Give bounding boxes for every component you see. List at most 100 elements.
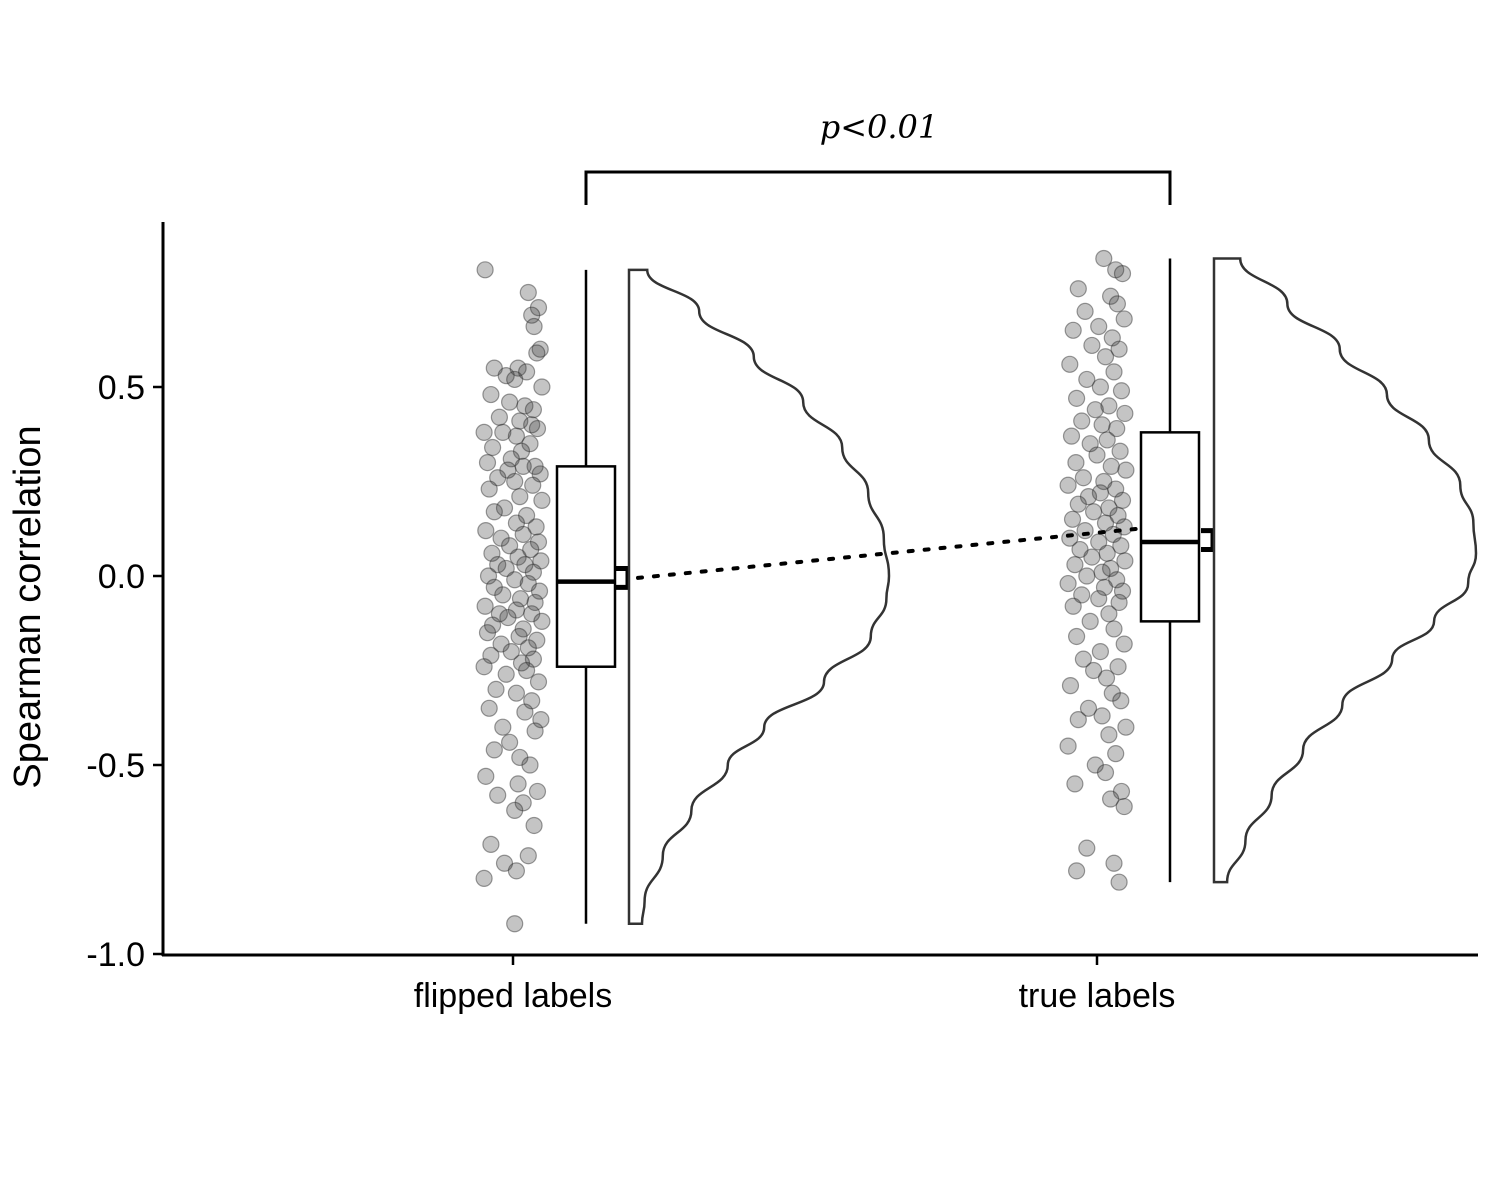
data-point [1116,404,1134,423]
data-point [514,794,532,812]
significance-bracket-line [584,170,1172,205]
data-point [1110,593,1128,612]
data-point [1101,790,1120,808]
data-point [528,419,547,438]
data-point [478,454,497,472]
data-point [533,378,551,396]
data-point [517,506,536,525]
data-point [1083,548,1101,566]
data-point [1112,382,1131,400]
data-point [1100,605,1118,623]
data-point [1103,684,1121,702]
data-point [480,699,498,717]
data-point [528,344,546,362]
data-point [1113,265,1132,283]
data-point [479,567,498,585]
data-point [1093,416,1111,434]
data-point [519,639,537,657]
data-point [1109,658,1127,676]
data-point [531,340,549,358]
data-point [495,499,514,517]
data-point [477,767,495,785]
data-point [1073,412,1091,430]
data-point [1069,495,1087,513]
data-point [511,412,529,430]
data-point [1059,476,1077,494]
data-point [1097,669,1116,687]
y-axis-title: Spearman correlation [7,425,49,788]
data-point [1071,540,1089,559]
data-point [1090,317,1108,336]
data-point [1115,310,1133,328]
data-point [1115,635,1133,653]
data-point [1093,563,1111,581]
data-point [507,601,526,619]
density-cloud [1212,257,1478,884]
data-point [524,563,543,581]
data-point [489,556,507,574]
data-point [1073,586,1091,604]
iqr-box [1139,431,1201,623]
data-point [1101,559,1120,578]
data-point [509,359,527,377]
data-point [511,748,529,767]
data-point [1113,491,1132,509]
data-point [1076,522,1094,540]
data-point [533,491,551,509]
data-point [527,518,545,536]
data-point [512,442,531,460]
data-point [1096,514,1115,532]
data-point [1105,363,1123,381]
data-point [533,612,551,630]
data-point [478,624,497,642]
data-point [482,385,500,404]
data-point [1061,677,1080,695]
data-point [495,854,514,872]
data-point [1113,582,1132,600]
data-point [1111,442,1129,460]
data-point [1086,756,1104,774]
data-point [509,548,527,566]
data-point [483,544,501,562]
data-point [1078,370,1096,389]
data-point [1102,457,1120,475]
data-point [1116,552,1134,570]
y-tick-label: -1.0 [86,936,145,974]
data-point [516,397,534,415]
data-point [1079,488,1098,506]
data-point [489,786,507,804]
data-point [1066,556,1084,574]
axes: 0.5 0.0 -0.5 -1.0 flipped labels true labels [86,222,1478,1015]
data-point [510,627,528,646]
data-point [475,423,493,441]
data-point [1112,537,1130,555]
data-point [485,578,503,596]
data-point [497,665,515,683]
data-point [485,741,503,759]
data-point [480,480,498,498]
data-point [507,862,526,880]
data-point [1061,529,1079,547]
data-point [519,847,537,865]
data-point [519,574,537,593]
data-point [1096,348,1115,366]
data-point [526,593,544,612]
data-point [506,915,524,933]
data-point [519,283,537,302]
y-tick-label: 0.0 [98,558,145,596]
data-point [1109,506,1127,525]
data-point [526,722,544,740]
data-point [524,650,543,668]
data-point [485,359,503,377]
data-point [1084,503,1103,521]
data-point [512,654,531,672]
data-point [1078,839,1096,857]
iqr-box [555,465,617,668]
data-point [521,756,539,774]
data-point [529,533,548,551]
data-point [523,416,541,434]
y-tick-label: -0.5 [86,747,145,785]
mean-connector [636,526,1140,580]
data-point [1083,336,1101,355]
